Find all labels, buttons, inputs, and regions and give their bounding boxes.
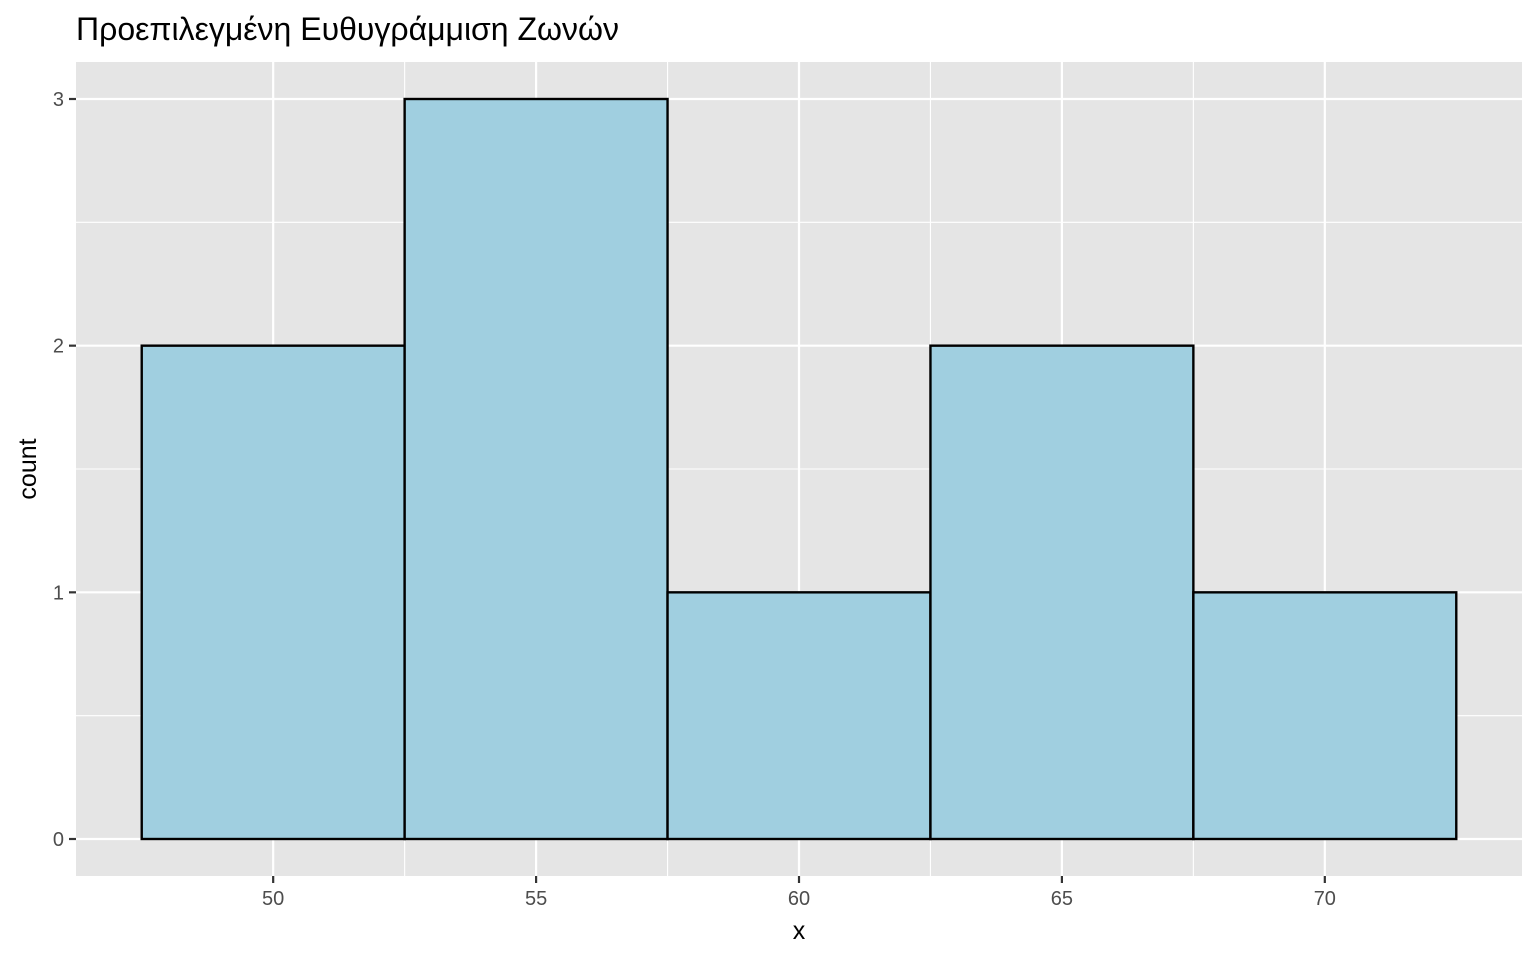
x-axis: 50 55 60 65 70 [262, 876, 1336, 910]
histogram-bars [140, 97, 1458, 841]
x-tick-label: 60 [788, 888, 810, 910]
chart-title: Προεπιλεγμένη Ευθυγράμμιση Ζωνών [76, 11, 619, 47]
y-tick-label: 3 [53, 89, 64, 111]
x-tick-label: 65 [1051, 888, 1073, 910]
x-tick-label: 55 [525, 888, 547, 910]
y-axis: 0 1 2 3 [53, 89, 76, 851]
y-tick-label: 0 [53, 829, 64, 851]
y-tick-label: 2 [53, 336, 64, 358]
x-tick-label: 50 [262, 888, 284, 910]
y-axis-title: count [14, 438, 42, 499]
x-axis-title: x [793, 917, 806, 945]
x-tick-label: 70 [1314, 888, 1336, 910]
histogram-bar [666, 591, 932, 841]
histogram-bar [140, 344, 406, 841]
histogram-bar [403, 97, 669, 841]
histogram-bar [929, 344, 1195, 841]
histogram-bar [1192, 591, 1458, 841]
y-tick-label: 1 [53, 582, 64, 604]
